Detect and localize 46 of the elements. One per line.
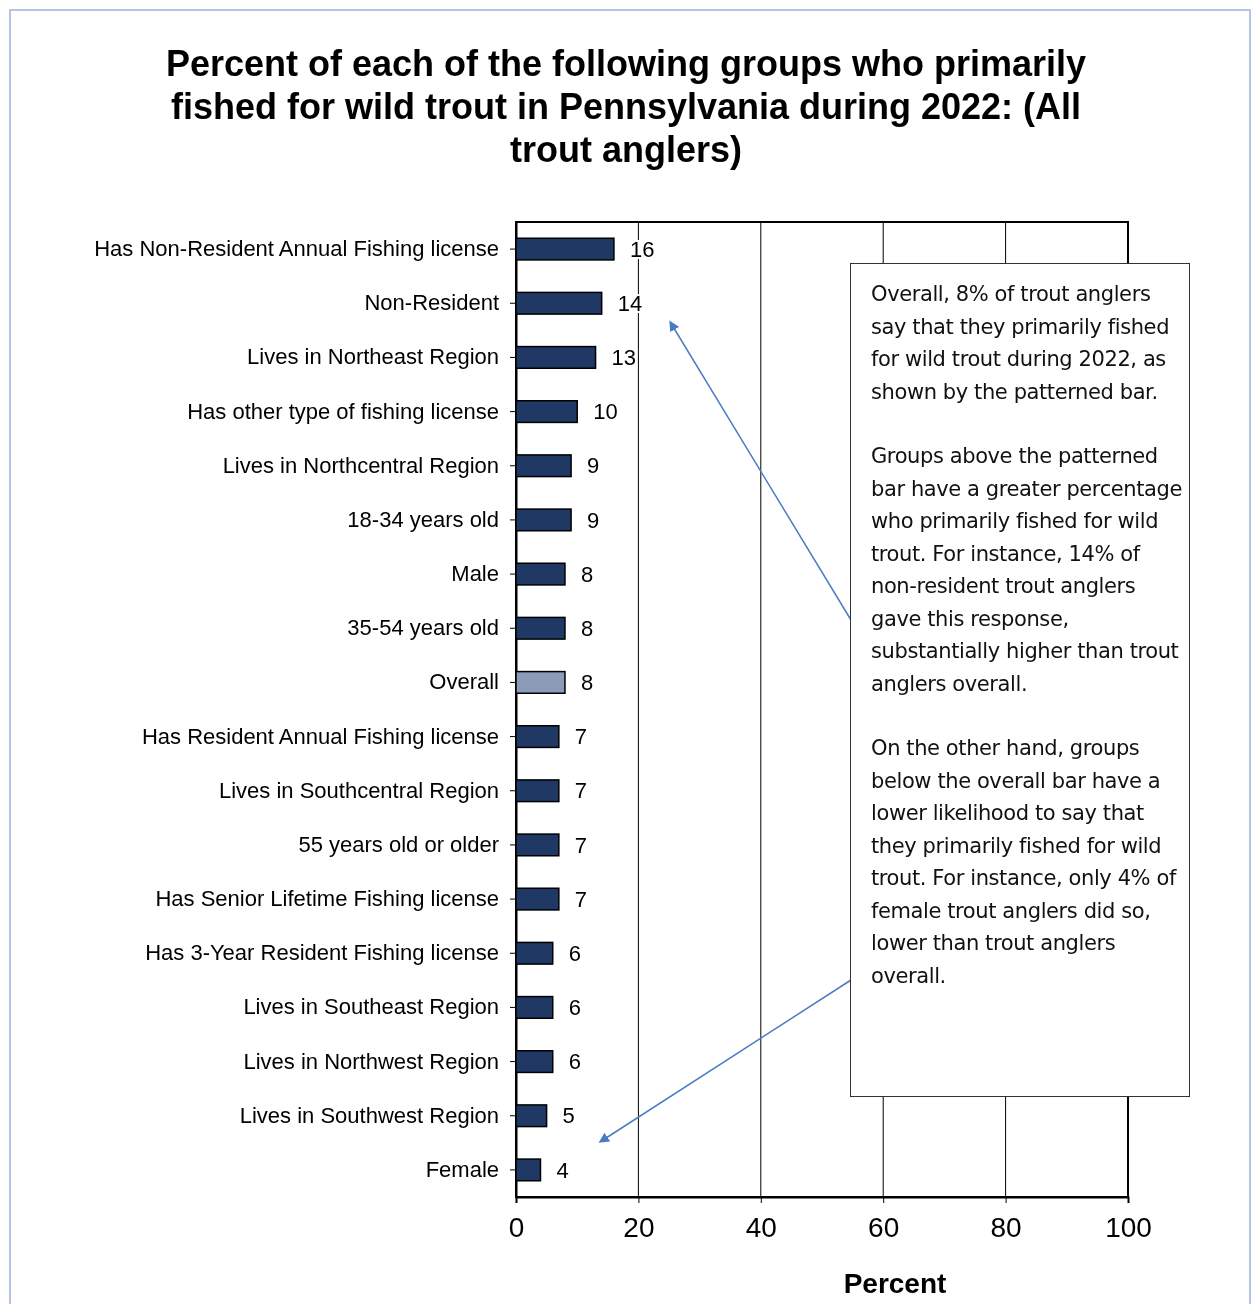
y-tick-label: Lives in Southwest Region [239, 1102, 499, 1128]
y-tick-label: Lives in Northcentral Region [222, 452, 499, 478]
data-label: 4 [556, 1157, 569, 1183]
y-tick-label: Lives in Northeast Region [247, 344, 499, 370]
y-tick-label: Has Senior Lifetime Fishing license [155, 886, 499, 912]
annotation: On the other hand, groups below the overall bar have a lower likelihood to say that they primarily fished for wild trout. For instance, only 4% of female trout anglers did so, lower than trout anglers overall. [871, 735, 1178, 990]
y-tick-label: Non-Resident [364, 290, 499, 316]
y-tick-label: Has 3-Year Resident Fishing license [145, 940, 499, 966]
data-label: 8 [580, 615, 594, 641]
data-label: 6 [568, 995, 581, 1021]
text-box: Overall, 8% of trout anglers say that they primarily fished for wild trout during 2022, as shown by the patterned bar. Groups above the patterned bar have a greater percentage who primarily fished for wild trout. For instance, 14% of non-resident trout anglers gave this response, substantially higher than trout anglers overall. On the other hand, groups below the overall bar have a lower likelihood to say that they primarily fished for wild trout. For instance, only 4% of female trout anglers did so, lower than trout anglers overall. [850, 263, 1190, 1097]
data-label: 7 [574, 724, 588, 750]
y-tick-label: 18-34 years old [347, 506, 499, 532]
y-tick-label: Lives in Southcentral Region [218, 777, 499, 803]
annotation: Groups above the patterned bar have a greater percentage who primarily fished for wild trout. For instance, 14% of non-resident trout anglers gave this response, substantially higher than trout anglers overall. [871, 443, 1183, 698]
data-label: 8 [580, 670, 594, 696]
x-tick-label: 60 [868, 1211, 900, 1243]
y-tick-label: Lives in Southeast Region [243, 994, 499, 1020]
x-tick-label: 20 [623, 1211, 655, 1243]
x-tick-label: 40 [745, 1211, 777, 1243]
data-label: 6 [568, 1049, 581, 1075]
x-tick-label: 100 [1105, 1211, 1152, 1243]
data-label: 6 [568, 940, 581, 966]
y-tick-label: Male [451, 561, 499, 587]
data-label: 7 [574, 832, 588, 858]
data-label: 7 [574, 886, 588, 912]
data-label: 5 [562, 1103, 575, 1129]
data-label: 13 [611, 345, 637, 371]
data-label: 9 [587, 453, 600, 479]
x-tick-label: 0 [508, 1211, 525, 1243]
y-tick-label: 55 years old or older [298, 831, 499, 857]
y-tick-label: 35-54 years old [347, 615, 499, 641]
data-label: 9 [587, 507, 600, 533]
data-label: 8 [580, 561, 594, 587]
y-tick-label: Female [425, 1156, 499, 1182]
x-axis-title: Percent [843, 1268, 947, 1299]
y-tick-label: Has Non-Resident Annual Fishing license [94, 236, 499, 262]
annotation: Overall, 8% of trout anglers say that they primarily fished for wild trout during 2022, as shown by the patterned bar. [871, 281, 1171, 406]
y-tick-label: Has other type of fishing license [187, 398, 499, 424]
x-tick-label: 80 [990, 1211, 1022, 1243]
y-tick-label: Overall [429, 669, 499, 695]
y-tick-label: Lives in Northwest Region [243, 1048, 499, 1074]
chart-title: Percent of each of the following groups who primarily fished for wild trout in Pennsylvania during 2022: (All trout anglers) [164, 42, 1088, 171]
data-label: 10 [593, 399, 618, 425]
data-label: 7 [574, 778, 588, 804]
y-tick-label: Has Resident Annual Fishing license [141, 723, 499, 749]
